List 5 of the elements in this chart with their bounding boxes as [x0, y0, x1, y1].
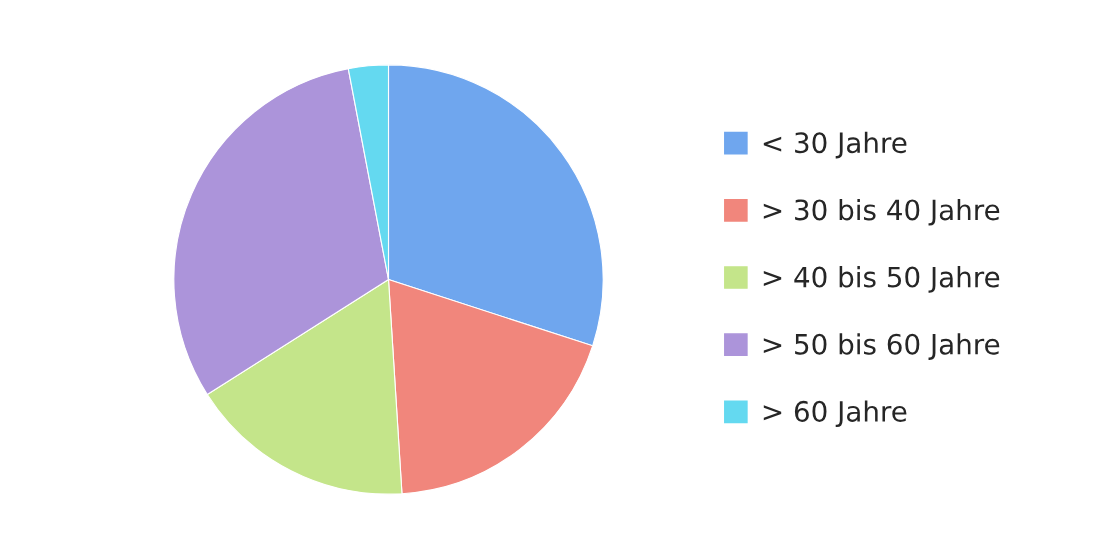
legend-label: > 50 bis 60 Jahre [763, 333, 1000, 360]
legend-label: > 60 Jahre [763, 400, 907, 428]
legend-label: > 30 bis 40 Jahre [763, 198, 1000, 226]
legend-label: > 40 bis 50 Jahre [763, 266, 1000, 293]
legend-label: < 30 Jahre [763, 131, 907, 159]
